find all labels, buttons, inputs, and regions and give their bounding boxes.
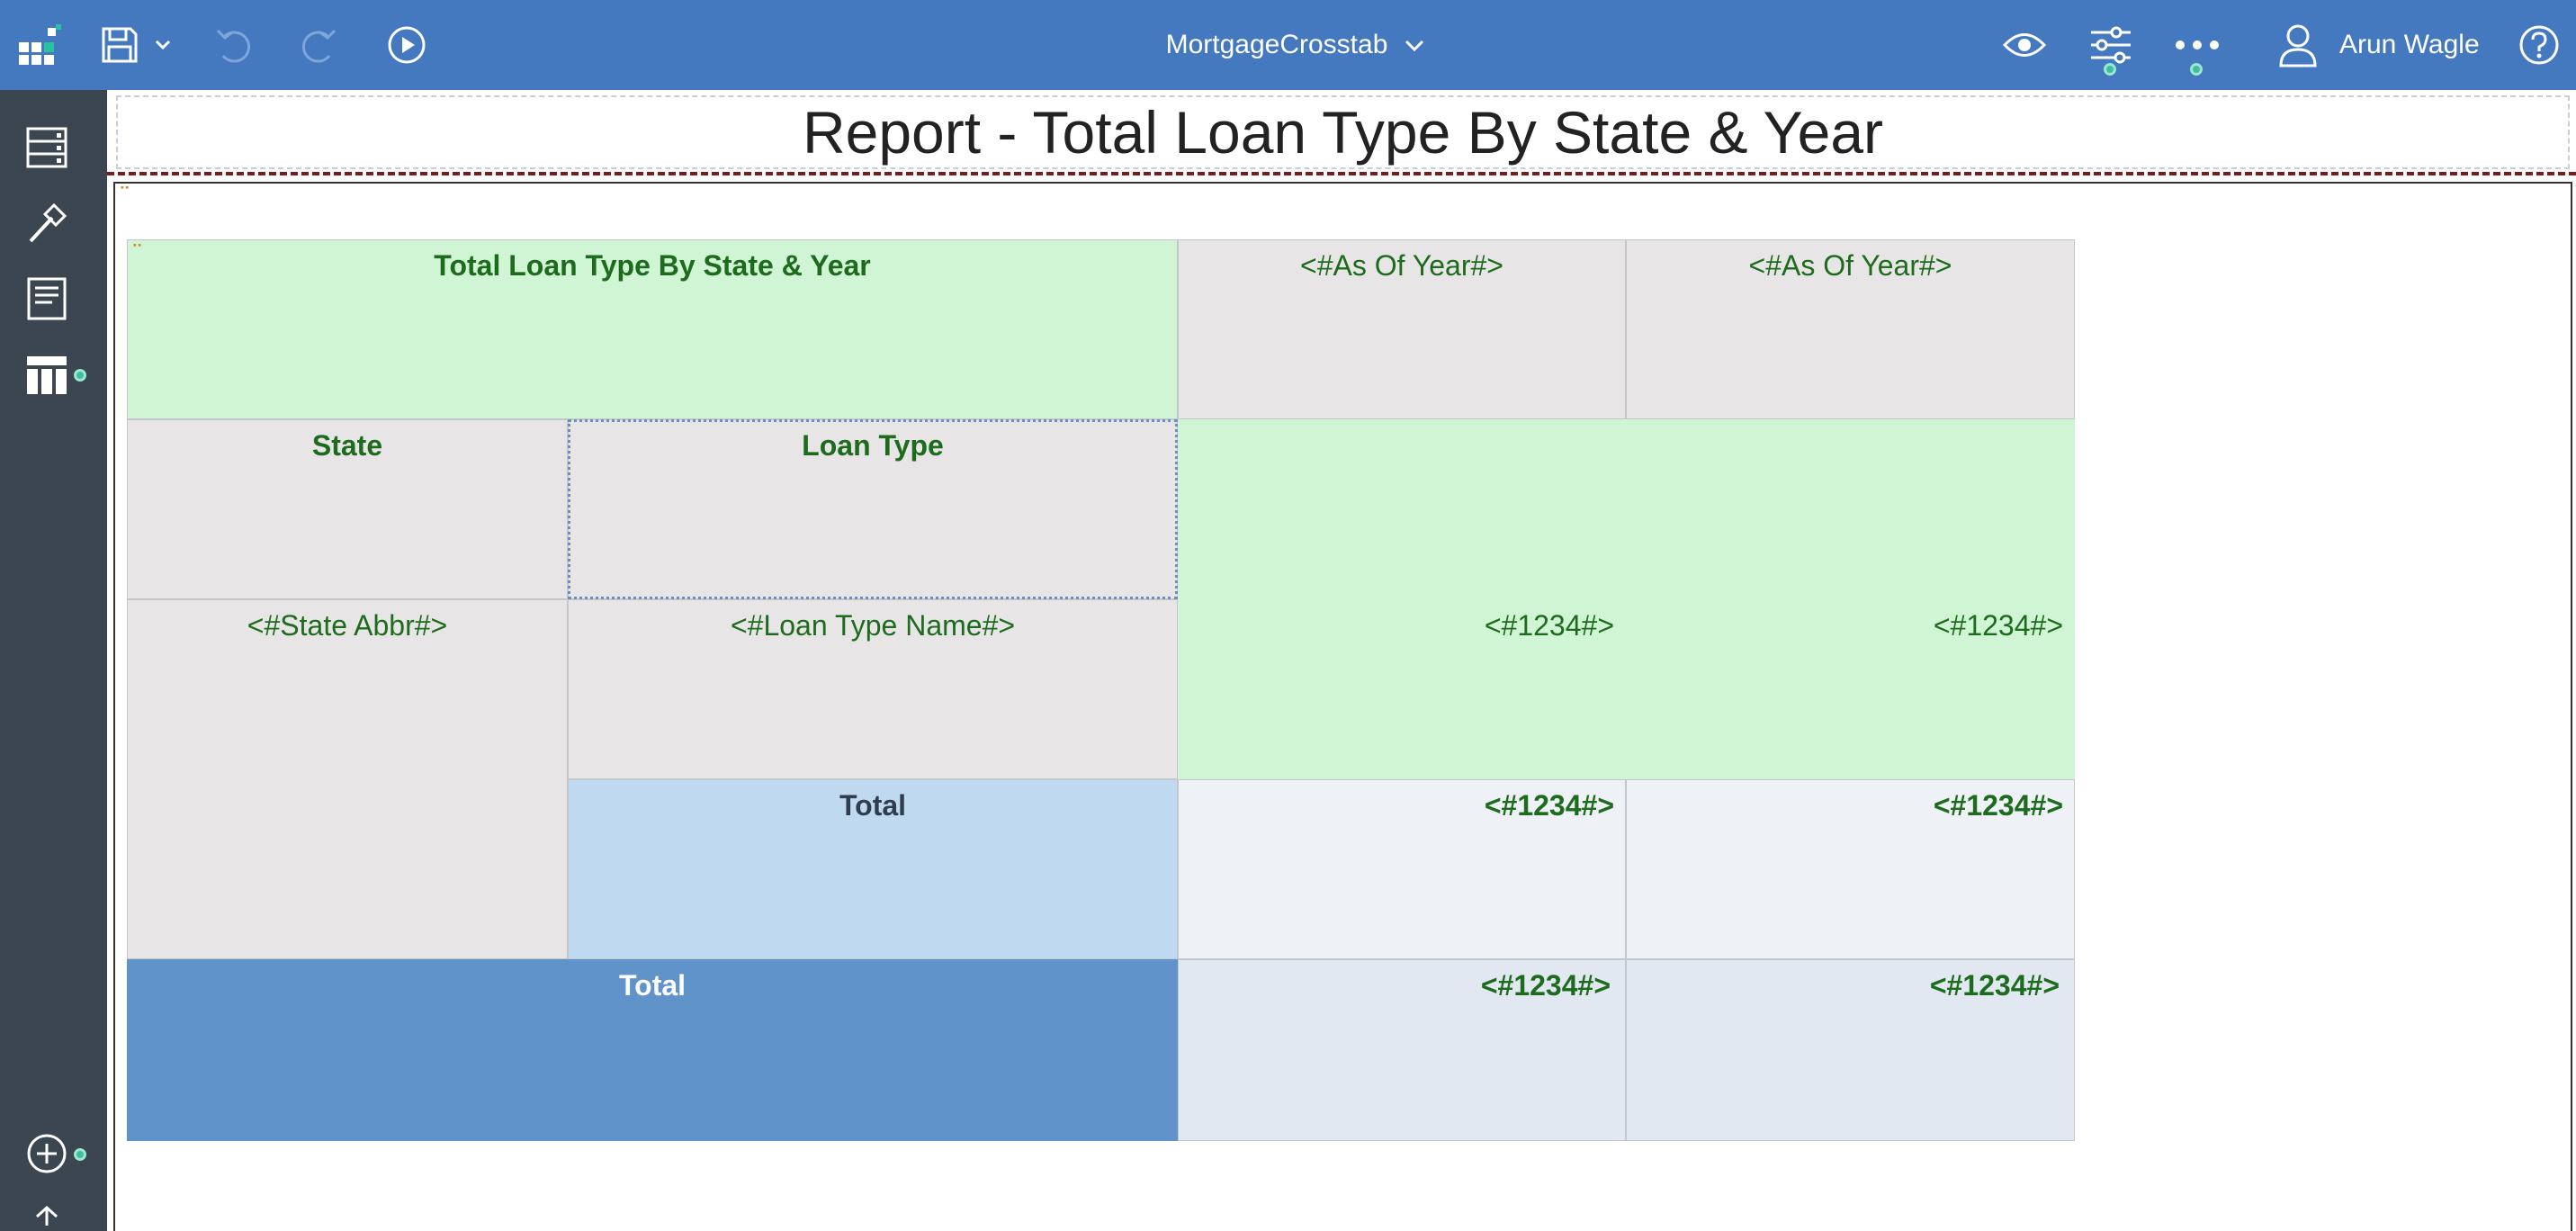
pages-icon[interactable]: [20, 121, 74, 175]
report-page-icon[interactable]: [20, 272, 74, 326]
loan-type-name-member[interactable]: <#Loan Type Name#>: [568, 599, 1178, 779]
page-header-divider: [107, 172, 2576, 175]
user-name[interactable]: Arun Wagle: [2339, 30, 2480, 59]
subtotal-cell-2[interactable]: <#1234#>: [1626, 779, 2075, 959]
properties-sliders-icon[interactable]: [2086, 20, 2136, 70]
left-sidebar: [0, 90, 107, 1231]
fact-value-text: <#1234#>: [1484, 609, 1614, 642]
subtotal-label-cell[interactable]: Total: [568, 779, 1178, 959]
row-header-text: Loan Type: [802, 429, 944, 462]
top-toolbar: MortgageCrosstab: [0, 0, 2576, 90]
preview-eye-icon[interactable]: [1999, 20, 2050, 70]
row-header-state[interactable]: State: [127, 419, 568, 599]
column-header-as-of-year-1[interactable]: <#As Of Year#>: [1178, 239, 1626, 419]
column-header-text: <#As Of Year#>: [1300, 249, 1503, 282]
undo-icon[interactable]: [209, 20, 259, 70]
toolbox-hammer-icon[interactable]: [20, 196, 74, 250]
container-handle-icon[interactable]: ⠉: [119, 184, 131, 202]
collapse-icon[interactable]: [20, 1204, 74, 1231]
column-header-as-of-year-2[interactable]: <#As Of Year#>: [1626, 239, 2075, 419]
grand-total-value-text: <#1234#>: [1929, 969, 2060, 1002]
page-body[interactable]: ⠉: [113, 182, 2572, 1231]
add-icon[interactable]: [20, 1127, 74, 1181]
save-icon[interactable]: [97, 20, 142, 70]
data-table-icon[interactable]: [20, 347, 74, 401]
fact-cell-2[interactable]: <#1234#>: [1626, 599, 2075, 779]
report-name-menu[interactable]: MortgageCrosstab: [1062, 0, 1530, 90]
empty-header-cell-2[interactable]: [1626, 419, 2075, 599]
user-icon[interactable]: [2273, 20, 2323, 70]
state-abbr-member[interactable]: <#State Abbr#>: [127, 599, 568, 959]
properties-badge: [2100, 59, 2120, 79]
loan-type-name-text: <#Loan Type Name#>: [730, 609, 1016, 642]
row-header-loan-type[interactable]: Loan Type: [568, 419, 1178, 599]
help-icon[interactable]: [2514, 20, 2564, 70]
save-menu-chevron-icon[interactable]: [149, 20, 176, 70]
subtotal-cell-1[interactable]: <#1234#>: [1178, 779, 1626, 959]
more-icon[interactable]: [2172, 20, 2222, 70]
grand-total-value-text: <#1234#>: [1480, 969, 1611, 1002]
corner-title-text: Total Loan Type By State & Year: [434, 249, 871, 282]
column-header-text: <#As Of Year#>: [1748, 249, 1952, 282]
grand-total-label-text: Total: [618, 969, 687, 1002]
crosstab-handle-icon[interactable]: ⠉: [131, 242, 144, 260]
run-icon[interactable]: [381, 20, 432, 70]
fact-cell-1[interactable]: <#1234#>: [1178, 599, 1626, 779]
state-abbr-text: <#State Abbr#>: [247, 609, 448, 642]
fact-value-text: <#1234#>: [1933, 609, 2063, 642]
row-header-text: State: [311, 429, 383, 462]
add-badge: [70, 1145, 90, 1164]
app-switcher-icon[interactable]: [16, 20, 67, 70]
report-title: Report - Total Loan Type By State & Year: [802, 99, 1884, 166]
chevron-down-icon: [1404, 30, 1425, 60]
subtotal-value-text: <#1234#>: [1484, 789, 1614, 822]
grand-total-cell-2[interactable]: <#1234#>: [1626, 959, 2075, 1141]
empty-header-cell-1[interactable]: [1178, 419, 1626, 599]
subtotal-label-text: Total: [839, 789, 907, 822]
redo-icon[interactable]: [293, 20, 344, 70]
report-title-block[interactable]: Report - Total Loan Type By State & Year: [116, 95, 2570, 169]
more-badge: [2186, 59, 2206, 79]
crosstab-corner-title[interactable]: Total Loan Type By State & Year: [127, 239, 1178, 419]
grand-total-label-cell[interactable]: Total: [127, 959, 1178, 1141]
subtotal-value-text: <#1234#>: [1933, 789, 2063, 822]
report-name-label: MortgageCrosstab: [1165, 30, 1388, 59]
data-badge: [70, 365, 90, 385]
grand-total-cell-1[interactable]: <#1234#>: [1178, 959, 1626, 1141]
crosstab[interactable]: Total Loan Type By State & Year ⠉ <#As O…: [20, 239, 2075, 1231]
